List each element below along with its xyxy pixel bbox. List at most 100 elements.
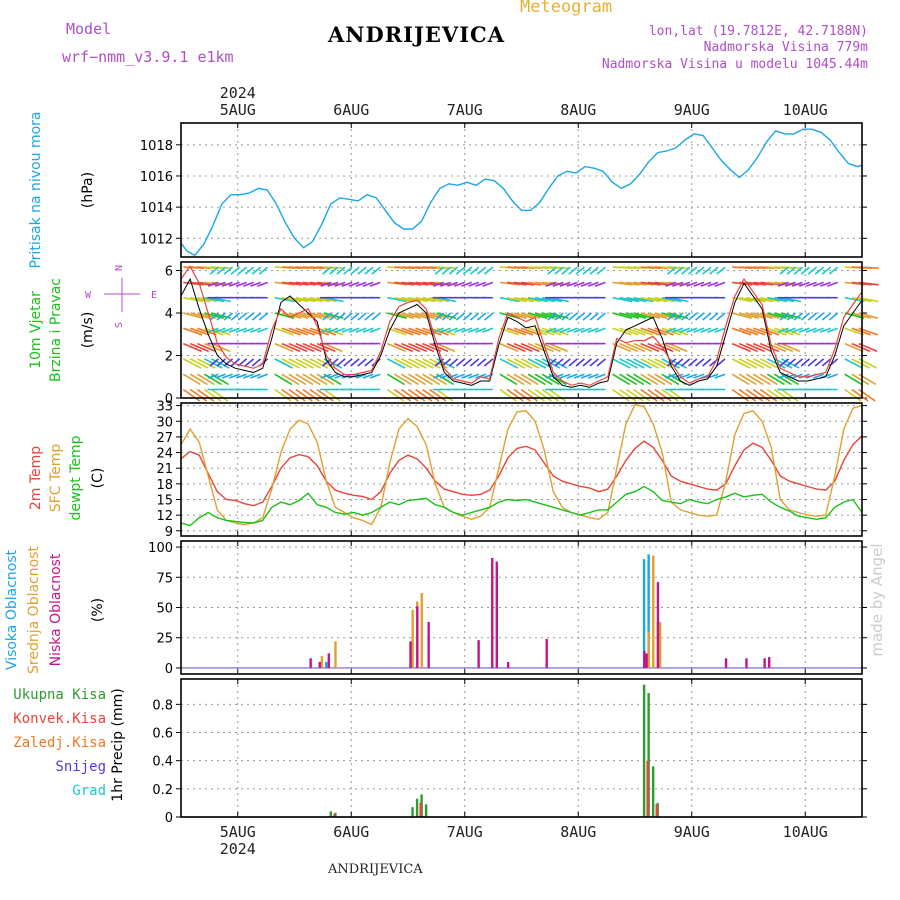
wind-direction-arrow xyxy=(295,388,313,402)
wind-direction-arrow xyxy=(619,327,639,336)
wind-direction-arrow xyxy=(575,312,585,321)
panel-frame xyxy=(180,402,863,537)
wind-direction-arrow xyxy=(513,296,534,303)
wind-direction-arrow xyxy=(369,327,381,333)
wind-direction-arrow xyxy=(587,281,599,287)
bar-ukupna-kisa xyxy=(642,684,646,817)
wind-direction-arrow xyxy=(506,373,525,386)
wind-direction-arrow xyxy=(731,327,752,336)
y-tick-label: 50 xyxy=(156,602,173,617)
wind-direction-arrow xyxy=(738,312,759,319)
wind-direction-arrow xyxy=(302,388,320,402)
wind-direction-arrow xyxy=(568,266,578,275)
wind-direction-arrow xyxy=(336,266,346,275)
wind-direction-arrow xyxy=(707,373,719,379)
wind-direction-arrow xyxy=(362,373,374,379)
wind-direction-arrow xyxy=(573,281,585,287)
wind-direction-arrow xyxy=(534,327,555,336)
wind-direction-arrow xyxy=(197,342,217,353)
wind-direction-arrow xyxy=(506,327,527,336)
bar-niska-oblacnost xyxy=(477,640,480,668)
wind-direction-arrow xyxy=(436,388,454,402)
panel-frame xyxy=(180,122,863,258)
wind-direction-arrow xyxy=(654,373,673,386)
wind-direction-arrow xyxy=(243,327,254,333)
wind-direction-arrow xyxy=(738,358,758,369)
wind-direction-arrow xyxy=(844,373,863,386)
compass-n-label: N xyxy=(114,265,125,271)
wind-direction-arrow xyxy=(716,266,726,275)
wind-direction-arrow xyxy=(228,373,240,379)
bar-srednja-oblacnost xyxy=(658,622,662,668)
wind-direction-arrow xyxy=(777,373,789,379)
wind-direction-arrow xyxy=(461,373,473,379)
series-line-pressure xyxy=(180,128,863,257)
wind-direction-arrow xyxy=(814,266,825,275)
wind-direction-arrow xyxy=(243,281,254,287)
wind-direction-arrow xyxy=(320,281,332,287)
wind-direction-arrow xyxy=(640,373,659,386)
wind-direction-arrow xyxy=(520,358,540,369)
cloud-unit-label: (%) xyxy=(90,598,106,622)
wind-direction-arrow xyxy=(210,388,229,402)
wind-direction-arrow xyxy=(182,342,202,353)
wind-direction-arrow xyxy=(230,312,241,321)
panel-frame xyxy=(180,540,863,675)
wind-direction-arrow xyxy=(341,327,353,333)
compass-s-label: S xyxy=(114,322,125,328)
wind-direction-arrow xyxy=(369,373,381,379)
wind-direction-arrow xyxy=(828,266,839,275)
wind-direction-arrow xyxy=(400,388,419,402)
wind-direction-arrow xyxy=(513,373,532,386)
wind-direction-arrow xyxy=(573,327,585,333)
wind-direction-arrow xyxy=(626,296,647,303)
wind-direction-arrow xyxy=(251,266,262,275)
wind-direction-arrow xyxy=(814,358,825,367)
wind-direction-arrow xyxy=(258,266,269,275)
wind-direction-arrow xyxy=(281,281,302,286)
wind-direction-arrow xyxy=(182,388,201,402)
high-cloud-axis-label: Visoka Oblacnost xyxy=(4,549,20,670)
wind-direction-arrow xyxy=(475,327,487,333)
wind-direction-arrow xyxy=(545,373,557,379)
wind-direction-arrow xyxy=(612,373,631,386)
altitude-text: Nadmorska Visina 779m xyxy=(703,40,868,55)
bar-niska-oblacnost xyxy=(643,651,646,668)
x-tick-label-top: 7AUG xyxy=(447,101,483,119)
wind-direction-arrow xyxy=(786,358,797,367)
x-tick-label-bottom: 7AUG xyxy=(447,823,483,841)
wind-direction-arrow xyxy=(309,388,327,402)
wind-direction-arrow xyxy=(250,327,261,333)
y-tick-label: 2 xyxy=(165,350,173,365)
wind-direction-arrow xyxy=(541,388,559,402)
wind-direction-arrow xyxy=(476,312,487,321)
wind-direction-arrow xyxy=(589,266,599,275)
y-tick-label: 100 xyxy=(148,541,173,556)
wind-direction-arrow xyxy=(257,327,268,333)
wind-direction-arrow xyxy=(745,373,764,386)
wind-direction-arrow xyxy=(221,373,233,379)
wind-direction-arrow xyxy=(520,373,539,386)
wind-direction-arrow xyxy=(182,358,202,369)
wind-direction-arrow xyxy=(513,327,534,336)
wind-direction-arrow xyxy=(673,358,684,367)
wind-direction-arrow xyxy=(716,358,726,367)
wind-direction-arrow xyxy=(619,358,638,369)
wind-direction-arrow xyxy=(661,388,679,402)
wind-direction-arrow xyxy=(784,327,796,333)
wind-direction-arrow xyxy=(355,281,367,287)
wind-direction-arrow xyxy=(230,358,241,367)
wind-direction-arrow xyxy=(693,281,705,287)
wind-direction-arrow xyxy=(844,327,864,336)
wind-direction-arrow xyxy=(214,373,226,379)
wind-direction-arrow xyxy=(566,281,578,287)
wind-direction-arrow xyxy=(545,327,557,333)
wind-direction-arrow xyxy=(752,358,772,369)
wind-direction-arrow xyxy=(580,373,592,379)
wind-direction-arrow xyxy=(702,312,712,321)
y-tick-label: 0.8 xyxy=(152,698,173,713)
bar-niska-oblacnost xyxy=(767,657,771,668)
bar-niska-oblacnost xyxy=(745,658,748,668)
wind-direction-arrow xyxy=(654,388,672,402)
